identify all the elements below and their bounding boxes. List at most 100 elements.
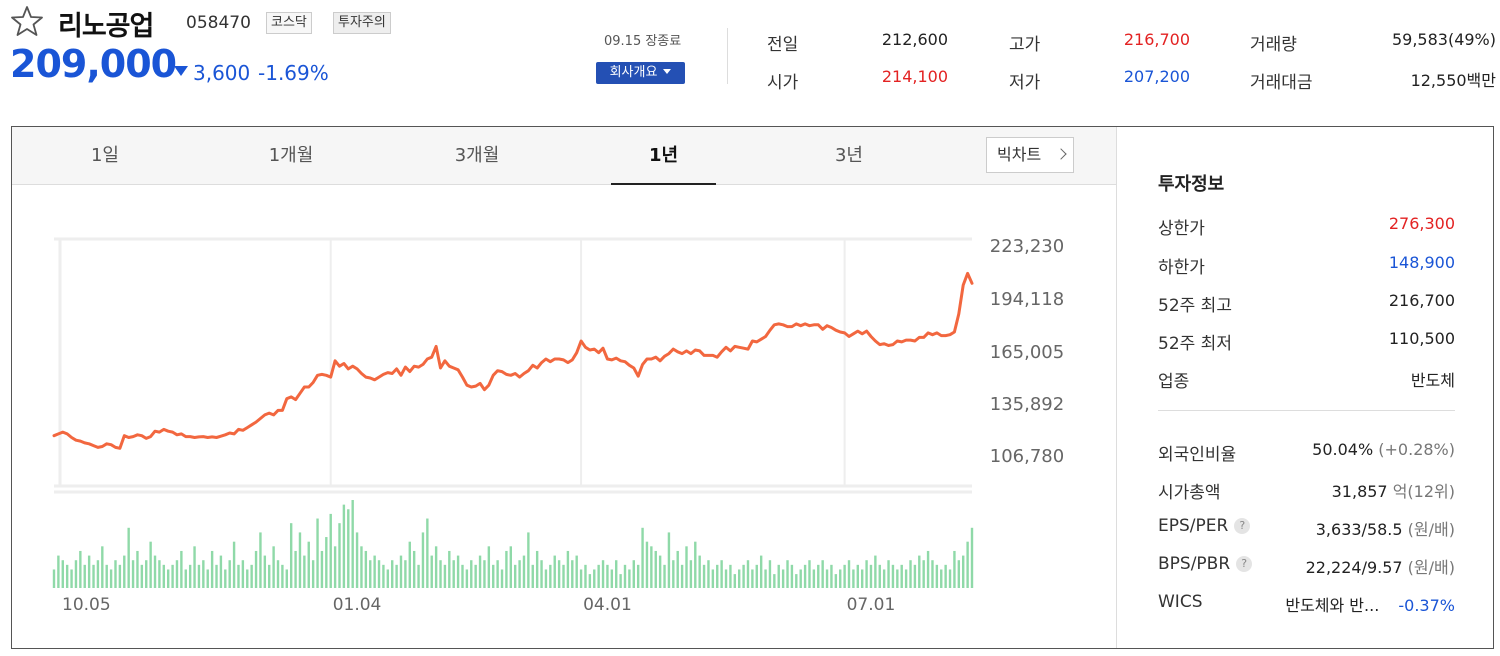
bigchart-button[interactable]: 빅차트 xyxy=(986,137,1074,173)
volume-bar xyxy=(281,564,284,588)
volume-bar xyxy=(338,523,341,588)
high-value: 216,700 xyxy=(1123,30,1190,49)
wics-value: 반도체와 반... -0.37% xyxy=(1285,592,1455,616)
volume-bar xyxy=(65,564,69,588)
volume-bar xyxy=(913,564,917,588)
eps-per: 3,633/58.5 xyxy=(1315,520,1403,539)
volume-bars xyxy=(52,500,974,588)
volume-bar xyxy=(500,569,504,588)
volume-bar xyxy=(377,560,381,588)
volume-bar xyxy=(610,569,614,588)
turnover-label: 거래대금 xyxy=(1250,73,1313,93)
bps-pbr: 22,224/9.57 xyxy=(1305,558,1403,577)
lower-limit-label: 하한가 xyxy=(1158,258,1205,278)
volume-bar xyxy=(676,550,679,588)
volume-bar xyxy=(140,564,144,588)
volume-value: 59,583(49%) xyxy=(1391,30,1496,49)
volume-bar xyxy=(364,550,368,588)
x-tick-label: 07.01 xyxy=(847,595,896,615)
eps-per-value: 3,633/58.5 (원/배) xyxy=(1316,516,1455,540)
volume-bar xyxy=(347,509,350,588)
bps-pbr-unit: (원/배) xyxy=(1407,558,1455,577)
volume-bar xyxy=(698,555,701,588)
52w-low-label: 52주 최저 xyxy=(1158,334,1232,354)
volume-bar xyxy=(803,564,807,588)
volume-bar xyxy=(834,574,838,588)
volume-bar xyxy=(615,560,618,588)
price-change-percent: -1.69% xyxy=(258,61,329,85)
volume-bar xyxy=(680,564,684,588)
volume-bar xyxy=(470,560,473,588)
lower-limit-value: 148,900 xyxy=(1388,253,1455,272)
volume-bar xyxy=(57,555,60,588)
low-value: 207,200 xyxy=(1123,67,1190,86)
bigchart-label: 빅차트 xyxy=(997,145,1042,164)
bps-pbr-text: BPS/PBR xyxy=(1158,554,1231,574)
volume-bar xyxy=(896,569,899,588)
volume-bar xyxy=(325,537,328,588)
volume-bar xyxy=(957,560,961,588)
active-tab-indicator xyxy=(611,183,716,185)
bps-pbr-label: BPS/PBR? xyxy=(1158,554,1253,574)
wics-sector-link[interactable]: 반도체와 반... xyxy=(1285,596,1380,615)
volume-bar xyxy=(685,546,688,588)
favorite-star-icon[interactable] xyxy=(10,4,44,38)
volume-bar xyxy=(535,550,539,588)
volume-bar xyxy=(228,560,231,588)
wics-label: WICS xyxy=(1158,592,1203,612)
volume-bar xyxy=(557,560,561,588)
volume-bar xyxy=(369,560,372,588)
price-series-line xyxy=(52,271,974,450)
market-tag: 코스닥 xyxy=(266,12,312,34)
tab-3year[interactable]: 3년 xyxy=(834,145,863,166)
foreign-ratio: 50.04% xyxy=(1312,440,1374,459)
volume-bar xyxy=(755,564,758,588)
volume-bar xyxy=(285,569,288,588)
investment-info-title: 투자정보 xyxy=(1158,174,1225,195)
eps-per-label: EPS/PER? xyxy=(1158,516,1251,536)
volume-bar xyxy=(298,532,302,588)
price-chart: 223,230 194,118 165,005 135,892 106,780 10.0… xyxy=(52,236,1064,615)
volume-bar xyxy=(412,550,416,588)
foreign-ratio-label: 외국인비율 xyxy=(1158,445,1237,465)
wics-change: -0.37% xyxy=(1398,596,1455,615)
volume-bar xyxy=(448,550,451,588)
volume-bar xyxy=(421,532,425,588)
volume-bar xyxy=(856,564,859,588)
volume-bar xyxy=(96,560,100,588)
tab-3month[interactable]: 3개월 xyxy=(454,145,500,166)
foreign-ratio-change: (+0.28%) xyxy=(1378,440,1455,459)
volume-bar xyxy=(672,560,675,588)
company-overview-button[interactable]: 회사개요 xyxy=(596,62,685,84)
volume-bar xyxy=(443,564,447,588)
tab-1day[interactable]: 1일 xyxy=(90,145,119,166)
volume-bar xyxy=(136,550,139,588)
volume-bar xyxy=(74,560,78,588)
volume-bar xyxy=(123,555,126,588)
volume-bar xyxy=(492,564,495,588)
volume-bar xyxy=(636,564,640,588)
volume-bar xyxy=(623,564,627,588)
volume-bar xyxy=(237,564,240,588)
volume-bar xyxy=(962,555,965,588)
y-tick-label: 194,118 xyxy=(990,289,1064,310)
tab-1year[interactable]: 1년 xyxy=(648,145,679,166)
help-icon[interactable]: ? xyxy=(1234,518,1251,534)
volume-bar xyxy=(628,569,631,588)
volume-bar xyxy=(87,555,91,588)
tab-1month[interactable]: 1개월 xyxy=(268,145,314,166)
volume-bar xyxy=(724,569,728,588)
volume-bar xyxy=(869,564,873,588)
volume-bar xyxy=(645,541,649,588)
volume-bar xyxy=(263,555,267,588)
volume-bar xyxy=(329,513,332,588)
volume-bar xyxy=(452,560,455,588)
volume-bar xyxy=(711,569,715,588)
upper-limit-value: 276,300 xyxy=(1388,214,1455,233)
volume-bar xyxy=(360,546,363,588)
volume-bar xyxy=(874,555,877,588)
chart-grid xyxy=(54,237,972,494)
price-change: 3,600 xyxy=(193,61,251,85)
volume-bar xyxy=(733,574,737,588)
help-icon[interactable]: ? xyxy=(1236,556,1253,572)
